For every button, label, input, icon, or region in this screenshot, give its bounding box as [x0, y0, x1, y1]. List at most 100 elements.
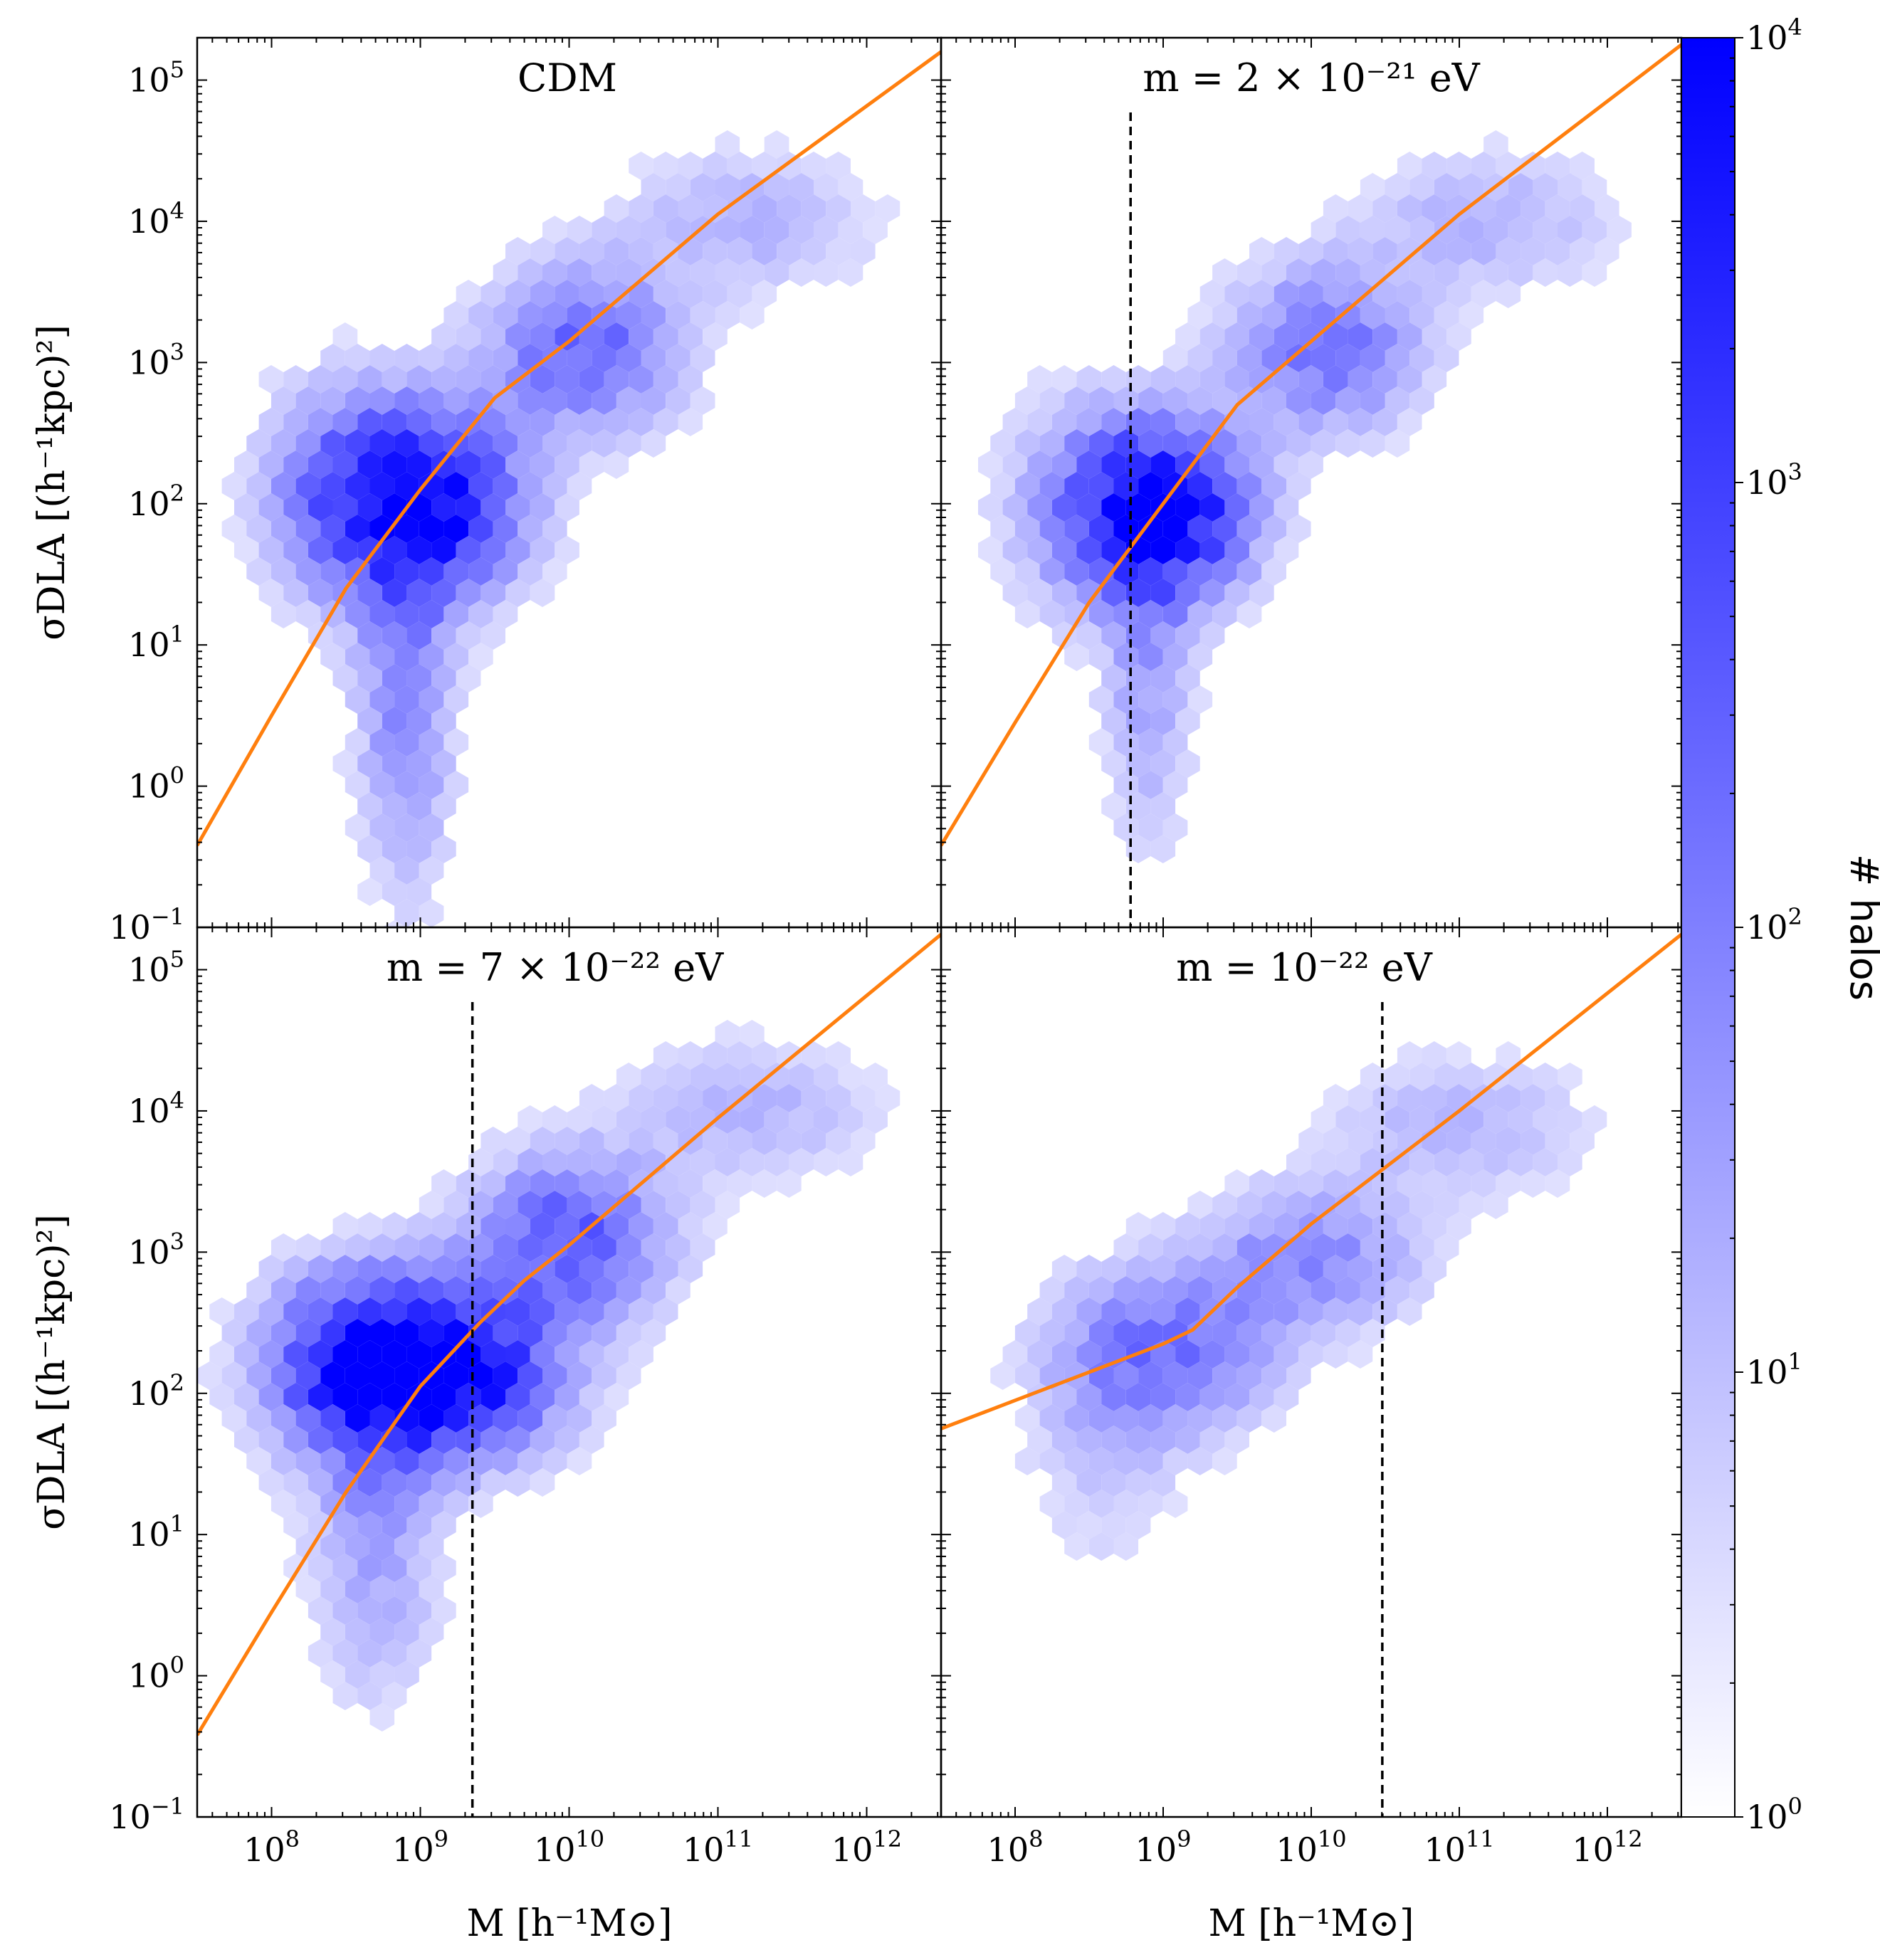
- x-tick-label: 1011: [1424, 1825, 1494, 1869]
- hex-bin: [1064, 600, 1089, 628]
- hex-bin: [246, 1319, 271, 1347]
- hex-bin: [493, 1276, 518, 1305]
- panel-title-m-7e-22: m = 7 × 10⁻²² eV: [387, 945, 724, 990]
- hex-bin: [332, 1383, 358, 1411]
- hex-bin: [990, 472, 1015, 500]
- hex-bin: [1199, 579, 1225, 607]
- hex-bin: [406, 1383, 432, 1411]
- hex-bin: [308, 1340, 333, 1369]
- hex-bin: [1138, 685, 1163, 714]
- hex-bin: [369, 1319, 395, 1347]
- hex-bin: [1051, 1383, 1077, 1411]
- hex-bin: [1372, 1127, 1397, 1155]
- hex-bin: [1360, 258, 1385, 287]
- x-tick-label: 1012: [831, 1825, 902, 1869]
- hex-bin: [1422, 1084, 1447, 1112]
- hex-bin: [579, 280, 604, 308]
- x-axis-label-right: M [h⁻¹M⊙]: [1209, 1902, 1414, 1945]
- hex-bin: [246, 1404, 271, 1433]
- hex-bin: [518, 1233, 542, 1262]
- hex-bin: [308, 1639, 333, 1667]
- hex-bin: [690, 386, 715, 415]
- hex-bin: [579, 1127, 604, 1155]
- hex-bin: [1236, 600, 1262, 628]
- hex-bin: [357, 493, 382, 522]
- hex-bin: [715, 173, 740, 201]
- hex-bin: [1175, 322, 1200, 351]
- hex-bin: [1113, 1233, 1139, 1262]
- hex-bin: [431, 493, 456, 522]
- hex-bin: [308, 1468, 333, 1497]
- hex-bin: [394, 515, 419, 543]
- hex-bin: [1298, 1127, 1323, 1155]
- hex-bin: [678, 1212, 703, 1240]
- hex-bin: [406, 1340, 432, 1369]
- hex-bin: [838, 1105, 863, 1134]
- hex-bin: [1076, 621, 1102, 650]
- hex-bin: [1125, 1212, 1151, 1240]
- hex-bin: [505, 1169, 530, 1198]
- hex-bin: [1459, 1063, 1484, 1091]
- hex-bin: [394, 1276, 419, 1305]
- hex-bin: [283, 451, 308, 479]
- hex-bin: [1014, 515, 1040, 543]
- hex-bin: [1199, 536, 1225, 564]
- hex-bin: [1496, 194, 1521, 223]
- hex-bin: [1372, 408, 1397, 436]
- hex-bin: [875, 1084, 900, 1112]
- hex-bin: [332, 1682, 358, 1710]
- hex-bin: [641, 386, 666, 415]
- hex-bin: [1175, 536, 1200, 564]
- hex-bin: [616, 386, 641, 415]
- hex-bin: [530, 1169, 555, 1198]
- hex-bin: [690, 1233, 715, 1262]
- hex-bin: [1113, 771, 1139, 799]
- hex-bin: [468, 515, 493, 543]
- hex-bin: [1125, 749, 1151, 778]
- hex-bin: [1459, 1191, 1484, 1219]
- hex-bin: [480, 1340, 505, 1369]
- hex-bin: [1014, 1361, 1040, 1390]
- hex-bin: [1162, 600, 1188, 628]
- hex-bin: [1224, 451, 1249, 479]
- hex-bin: [1409, 173, 1434, 201]
- hex-bin: [493, 258, 518, 287]
- hex-bin: [332, 536, 358, 564]
- y-tick-label: 101: [128, 1510, 184, 1554]
- hex-bin: [666, 258, 690, 287]
- hex-bin: [1101, 536, 1126, 564]
- hex-bin: [394, 1490, 419, 1518]
- hex-bin: [406, 1554, 432, 1582]
- hex-bin: [1051, 451, 1077, 479]
- hex-bin: [345, 600, 370, 628]
- hex-bin: [1175, 408, 1200, 436]
- hex-bin: [406, 749, 432, 778]
- hex-bin: [382, 707, 407, 735]
- hex-bin: [505, 493, 530, 522]
- hex-bin: [295, 429, 321, 458]
- hex-bin: [653, 365, 678, 394]
- hex-bin: [641, 429, 666, 458]
- hex-bin: [295, 1276, 321, 1305]
- hex-bin: [1138, 813, 1163, 842]
- hex-bin: [592, 1361, 616, 1390]
- hex-bin: [1125, 1383, 1151, 1411]
- hex-bin: [308, 1554, 333, 1582]
- y-tick-label: 100: [128, 1652, 184, 1695]
- hex-bin: [369, 1233, 395, 1262]
- colorbar-tick-label: 104: [1746, 14, 1802, 57]
- hex-bin: [1125, 792, 1151, 821]
- hex-bin: [394, 1447, 419, 1475]
- hex-bin: [406, 1212, 432, 1240]
- hex-bin: [678, 194, 703, 223]
- hex-bin: [1348, 1297, 1373, 1326]
- hex-bin: [1570, 1127, 1595, 1155]
- fit-line: [941, 932, 1681, 1431]
- hex-bin: [1113, 813, 1139, 842]
- hex-bin: [419, 1404, 444, 1433]
- hex-bin: [1397, 237, 1422, 265]
- hex-bin: [1187, 685, 1213, 714]
- hex-bin: [1335, 386, 1360, 415]
- hex-bin: [419, 557, 444, 586]
- hex-bin: [258, 493, 284, 522]
